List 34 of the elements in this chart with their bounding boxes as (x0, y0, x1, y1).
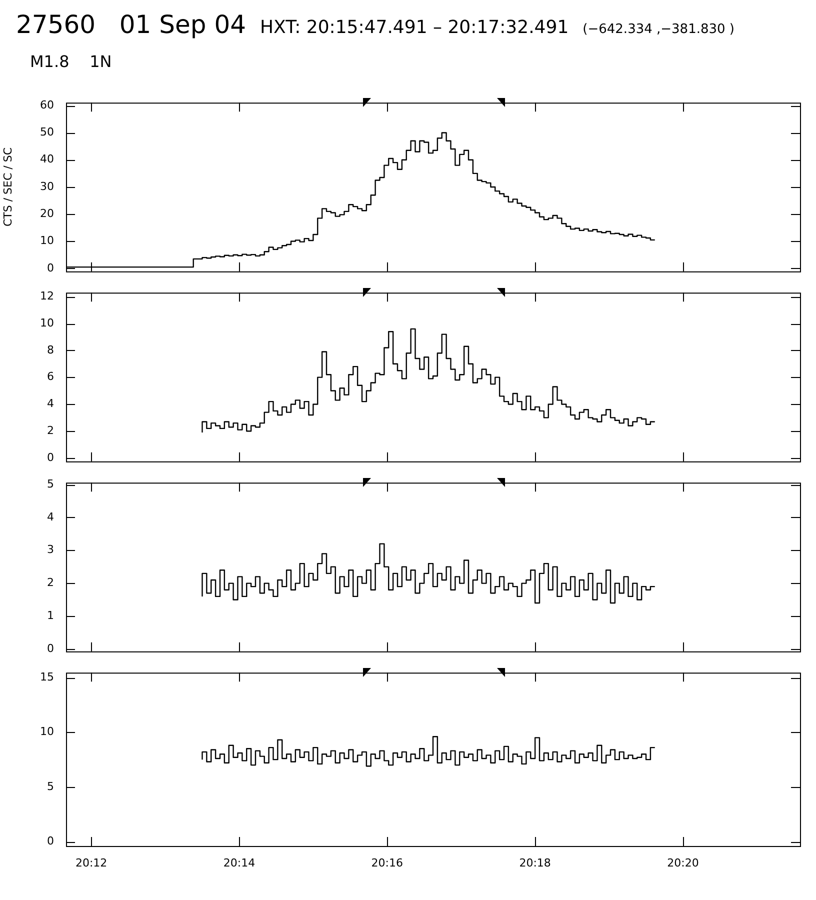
y-tick-label: 30 (40, 180, 54, 193)
y-tick-label: 2 (47, 576, 54, 590)
y-tick-label: 60 (40, 98, 54, 112)
x-tick-label: 20:12 (75, 856, 108, 870)
y-tick-label: 12 (40, 289, 54, 302)
y-tick-label: 0 (47, 834, 54, 848)
y-axis-title: CTS / SEC / SC (1, 147, 14, 227)
text: (−642.334 ,−381.830 ) (582, 22, 734, 37)
y-tick-label: 5 (47, 780, 54, 793)
y-tick-label: 0 (47, 450, 54, 464)
y-tick-label: 3 (47, 543, 54, 556)
text: HXT: 20:15:47.491 – 20:17:32.491 (260, 17, 569, 38)
y-tick-label: 10 (40, 234, 54, 248)
chart-title: 27560 01 Sep 04 (16, 10, 246, 39)
x-tick-label: 20:20 (667, 856, 699, 870)
y-tick-label: 0 (47, 642, 54, 655)
y-tick-label: 10 (40, 725, 54, 738)
y-tick-label: 2 (47, 424, 54, 437)
y-tick-label: 5 (47, 477, 54, 490)
y-tick-label: 4 (47, 510, 54, 524)
y-tick-label: 8 (47, 343, 54, 356)
chart-subtitle: M1.8 1N (30, 52, 112, 71)
y-tick-label: 20 (40, 207, 54, 220)
y-tick-label: 1 (47, 609, 54, 622)
y-tick-label: 50 (40, 126, 54, 139)
y-tick-label: 0 (47, 261, 54, 274)
y-tick-label: 40 (40, 152, 54, 166)
y-tick-label: 4 (47, 397, 54, 410)
y-tick-label: 10 (40, 316, 54, 330)
x-tick-label: 20:18 (519, 856, 551, 870)
y-tick-label: 6 (47, 370, 54, 384)
x-tick-label: 20:16 (371, 856, 403, 870)
x-tick-label: 20:14 (223, 856, 256, 870)
y-tick-label: 15 (40, 670, 54, 684)
